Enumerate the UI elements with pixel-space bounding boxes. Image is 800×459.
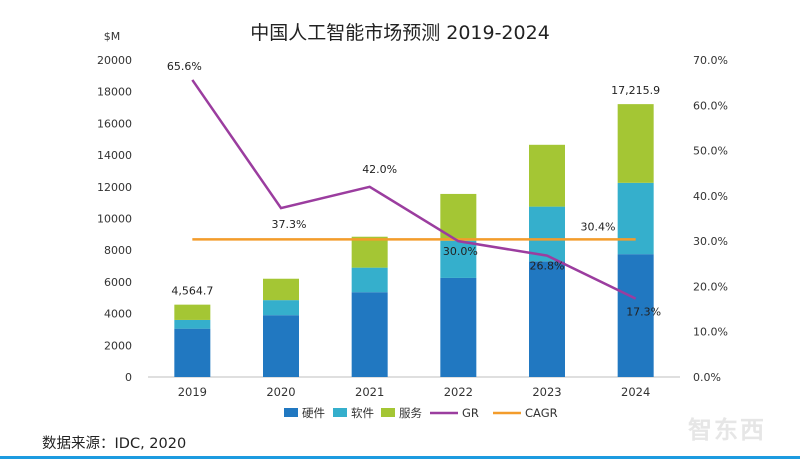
- y-tick-label: 6000: [104, 276, 132, 289]
- y-axis-unit: $M: [104, 30, 121, 43]
- y-tick-label: 20000: [97, 54, 132, 67]
- y-tick-label: 0: [125, 371, 132, 384]
- bar-软件-2021: [351, 267, 388, 293]
- legend-label: GR: [462, 406, 479, 420]
- legend-label: 软件: [351, 406, 374, 420]
- data-source: 数据来源：IDC, 2020: [42, 436, 187, 452]
- x-tick-label: 2021: [355, 385, 384, 399]
- bar-total-label: 17,215.9: [611, 84, 660, 97]
- watermark-logo: 智东西: [688, 416, 766, 444]
- bar-total-label: 4,564.7: [171, 285, 213, 298]
- y-tick-label: 2000: [104, 339, 132, 352]
- legend-label: CAGR: [525, 406, 558, 420]
- chart-title: 中国人工智能市场预测 2019-2024: [250, 22, 550, 44]
- bottom-rule: [0, 456, 800, 459]
- y-tick-label: 10000: [97, 213, 132, 226]
- bar-服务-2020: [263, 278, 299, 301]
- bar-服务-2019: [174, 304, 211, 320]
- legend-swatch-服务: [381, 408, 395, 417]
- x-tick-label: 2024: [621, 385, 650, 399]
- bar-服务-2023: [529, 144, 565, 207]
- bar-硬件-2019: [174, 328, 211, 377]
- y2-tick-label: 0.0%: [693, 371, 721, 384]
- x-tick-label: 2022: [444, 385, 473, 399]
- gr-data-label: 26.8%: [530, 260, 565, 273]
- y-tick-label: 12000: [97, 181, 132, 194]
- bar-硬件-2021: [351, 292, 388, 377]
- cagr-label: 30.4%: [581, 220, 616, 233]
- bar-硬件-2024: [617, 254, 654, 377]
- y2-tick-label: 50.0%: [693, 145, 728, 158]
- legend-label: 硬件: [302, 406, 325, 420]
- legend-swatch-硬件: [284, 408, 298, 417]
- bar-硬件-2023: [529, 261, 565, 377]
- y2-tick-label: 10.0%: [693, 326, 728, 339]
- gr-line: [191, 79, 637, 300]
- bar-软件-2022: [440, 240, 477, 278]
- bar-硬件-2020: [263, 315, 299, 377]
- bar-硬件-2022: [440, 277, 477, 377]
- bar-软件-2023: [529, 206, 565, 262]
- y2-tick-label: 30.0%: [693, 235, 728, 248]
- gr-data-label: 42.0%: [362, 163, 397, 176]
- bar-软件-2019: [174, 319, 211, 329]
- legend-label: 服务: [399, 406, 422, 420]
- gr-data-label: 30.0%: [443, 245, 478, 258]
- x-tick-label: 2020: [266, 385, 295, 399]
- legend-swatch-软件: [333, 408, 347, 417]
- gr-data-label: 17.3%: [626, 306, 661, 319]
- x-tick-label: 2019: [178, 385, 207, 399]
- y-tick-label: 4000: [104, 308, 132, 321]
- gr-data-label: 37.3%: [272, 218, 307, 231]
- bar-软件-2024: [617, 182, 654, 255]
- y-tick-label: 8000: [104, 244, 132, 257]
- y2-tick-label: 60.0%: [693, 99, 728, 112]
- y2-tick-label: 20.0%: [693, 280, 728, 293]
- y2-tick-label: 40.0%: [693, 190, 728, 203]
- bar-服务-2021: [351, 236, 388, 268]
- gr-data-label: 65.6%: [167, 60, 202, 73]
- bar-服务-2024: [617, 104, 654, 183]
- y-tick-label: 14000: [97, 149, 132, 162]
- x-tick-label: 2023: [532, 385, 561, 399]
- y-tick-label: 18000: [97, 86, 132, 99]
- bar-软件-2020: [263, 300, 299, 316]
- y2-tick-label: 70.0%: [693, 54, 728, 67]
- y-tick-label: 16000: [97, 117, 132, 130]
